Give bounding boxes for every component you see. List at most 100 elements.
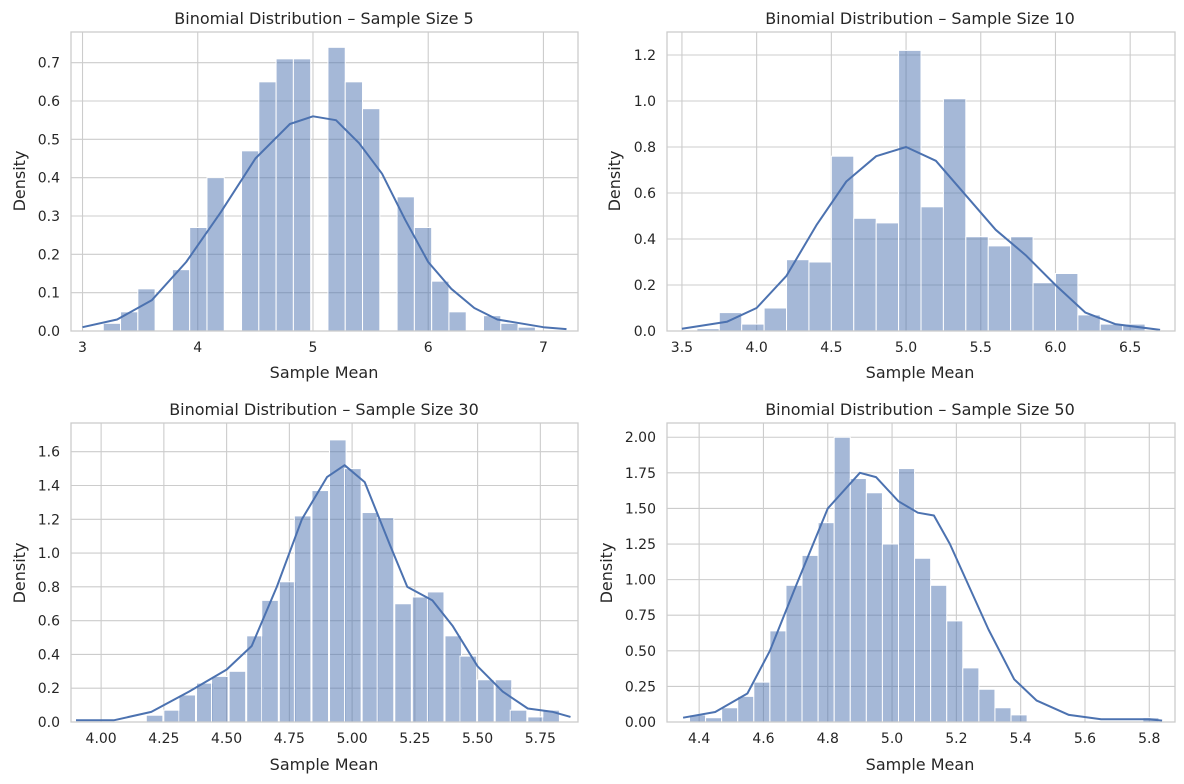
- x-tick-label: 4.50: [211, 731, 242, 747]
- y-tick-label: 0.7: [38, 56, 60, 72]
- histogram-bar: [920, 206, 944, 332]
- plot-frame: [666, 422, 1176, 723]
- chart-title: Binomial Distribution – Sample Size 5: [174, 9, 473, 28]
- histogram-bar: [102, 322, 122, 332]
- histogram-bar: [881, 543, 899, 723]
- plot-frame: [666, 31, 1176, 332]
- histogram-bar: [853, 217, 877, 332]
- y-tick-label: 1.00: [625, 573, 656, 589]
- x-tick-label: 4.25: [148, 731, 179, 747]
- x-tick-label: 7: [539, 340, 548, 356]
- y-tick-label: 0.0: [38, 324, 60, 340]
- x-tick-label: 5.2: [945, 731, 967, 747]
- y-tick-label: 1.2: [634, 48, 656, 64]
- x-tick-label: 6.0: [1044, 340, 1066, 356]
- x-tick-label: 4.0: [746, 340, 768, 356]
- x-tick-label: 4.6: [752, 731, 774, 747]
- histogram-bar: [914, 557, 932, 723]
- x-tick-label: 5.0: [881, 731, 903, 747]
- y-tick-label: 0.6: [38, 94, 60, 110]
- histogram-bar: [163, 709, 181, 723]
- histogram-bar: [763, 307, 788, 332]
- histogram-bar: [875, 222, 900, 332]
- histogram-bar: [833, 436, 851, 723]
- x-tick-label: 5.8: [1138, 731, 1160, 747]
- histogram-bar: [898, 49, 922, 332]
- y-axis-label: Density: [10, 543, 29, 604]
- histogram-bar: [946, 620, 964, 723]
- y-tick-label: 0.2: [634, 278, 656, 294]
- x-tick-label: 4.8: [817, 731, 839, 747]
- histogram-bar: [741, 323, 765, 332]
- y-tick-label: 0.5: [38, 132, 60, 148]
- histogram-bar: [329, 439, 347, 723]
- y-tick-label: 0.3: [38, 209, 60, 225]
- histogram-bar: [278, 581, 297, 723]
- histogram-bar: [362, 108, 381, 332]
- x-tick-label: 6: [424, 340, 433, 356]
- x-tick-label: 5: [309, 340, 318, 356]
- histogram-bar: [411, 596, 430, 723]
- histogram-bar: [459, 655, 478, 723]
- x-tick-label: 3.5: [671, 340, 693, 356]
- histogram-bar: [737, 695, 755, 723]
- histogram-bar: [311, 490, 330, 723]
- x-tick-label: 4.4: [688, 731, 710, 747]
- kde-curve: [681, 146, 1161, 331]
- chart-panel-sample-size-50: Binomial Distribution – Sample Size 50 S…: [597, 400, 1176, 774]
- x-tick-label: 4.00: [86, 731, 117, 747]
- histogram-bar: [527, 716, 545, 723]
- y-tick-label: 0.4: [38, 171, 60, 187]
- kde-curve: [82, 115, 567, 331]
- y-tick-label: 0.8: [634, 140, 656, 156]
- histogram-bar: [753, 681, 771, 723]
- histogram-bar: [258, 81, 277, 332]
- histogram-bar: [171, 269, 191, 332]
- histogram-bar: [849, 478, 867, 723]
- y-tick-label: 1.2: [38, 512, 60, 528]
- y-tick-label: 0.2: [38, 247, 60, 263]
- histogram-bar: [500, 322, 519, 332]
- histogram-bar: [195, 682, 214, 723]
- y-tick-label: 0.25: [625, 679, 656, 695]
- chart-title: Binomial Distribution – Sample Size 50: [765, 400, 1075, 419]
- x-tick-label: 5.6: [1074, 731, 1096, 747]
- histogram-bar: [721, 707, 739, 723]
- histogram-bar: [448, 311, 467, 332]
- histogram-bar: [808, 261, 832, 332]
- y-tick-label: 0.6: [38, 614, 60, 630]
- histogram-bar: [431, 280, 450, 332]
- histogram-bar: [292, 58, 312, 332]
- histogram-bar: [962, 667, 980, 723]
- histogram-bar: [120, 311, 139, 332]
- histogram-bar: [477, 679, 495, 723]
- x-tick-label: 5.4: [1010, 731, 1032, 747]
- x-tick-label: 5.00: [337, 731, 368, 747]
- x-tick-label: 5.50: [462, 731, 493, 747]
- plot-frame: [70, 422, 579, 723]
- histogram-bar: [444, 635, 463, 723]
- histogram-bar: [394, 603, 412, 723]
- histogram-bar: [293, 515, 312, 723]
- histogram-bar: [1010, 714, 1028, 723]
- histogram-bar: [137, 288, 156, 332]
- histogram-bar: [178, 694, 196, 723]
- histogram-bar: [228, 670, 247, 723]
- x-tick-label: 5.5: [970, 340, 992, 356]
- y-tick-label: 0.6: [634, 186, 656, 202]
- chart-title: Binomial Distribution – Sample Size 10: [765, 9, 1075, 28]
- y-axis-label: Density: [10, 151, 29, 212]
- histogram-bar: [396, 196, 415, 332]
- y-tick-label: 0.1: [38, 286, 60, 302]
- histogram-bar: [344, 81, 364, 332]
- histogram-bar: [1032, 282, 1056, 332]
- x-axis-label: Sample Mean: [270, 363, 379, 382]
- y-tick-label: 0.4: [38, 647, 60, 663]
- y-tick-label: 0.50: [625, 644, 656, 660]
- chart-panel-sample-size-10: Binomial Distribution – Sample Size 10 S…: [605, 9, 1176, 382]
- y-tick-label: 0.8: [38, 580, 60, 596]
- histogram-bar: [145, 714, 164, 723]
- histogram-bar: [801, 554, 819, 723]
- y-tick-label: 0.75: [625, 608, 656, 624]
- chart-panel-sample-size-5: Binomial Distribution – Sample Size 5 Sa…: [10, 9, 579, 382]
